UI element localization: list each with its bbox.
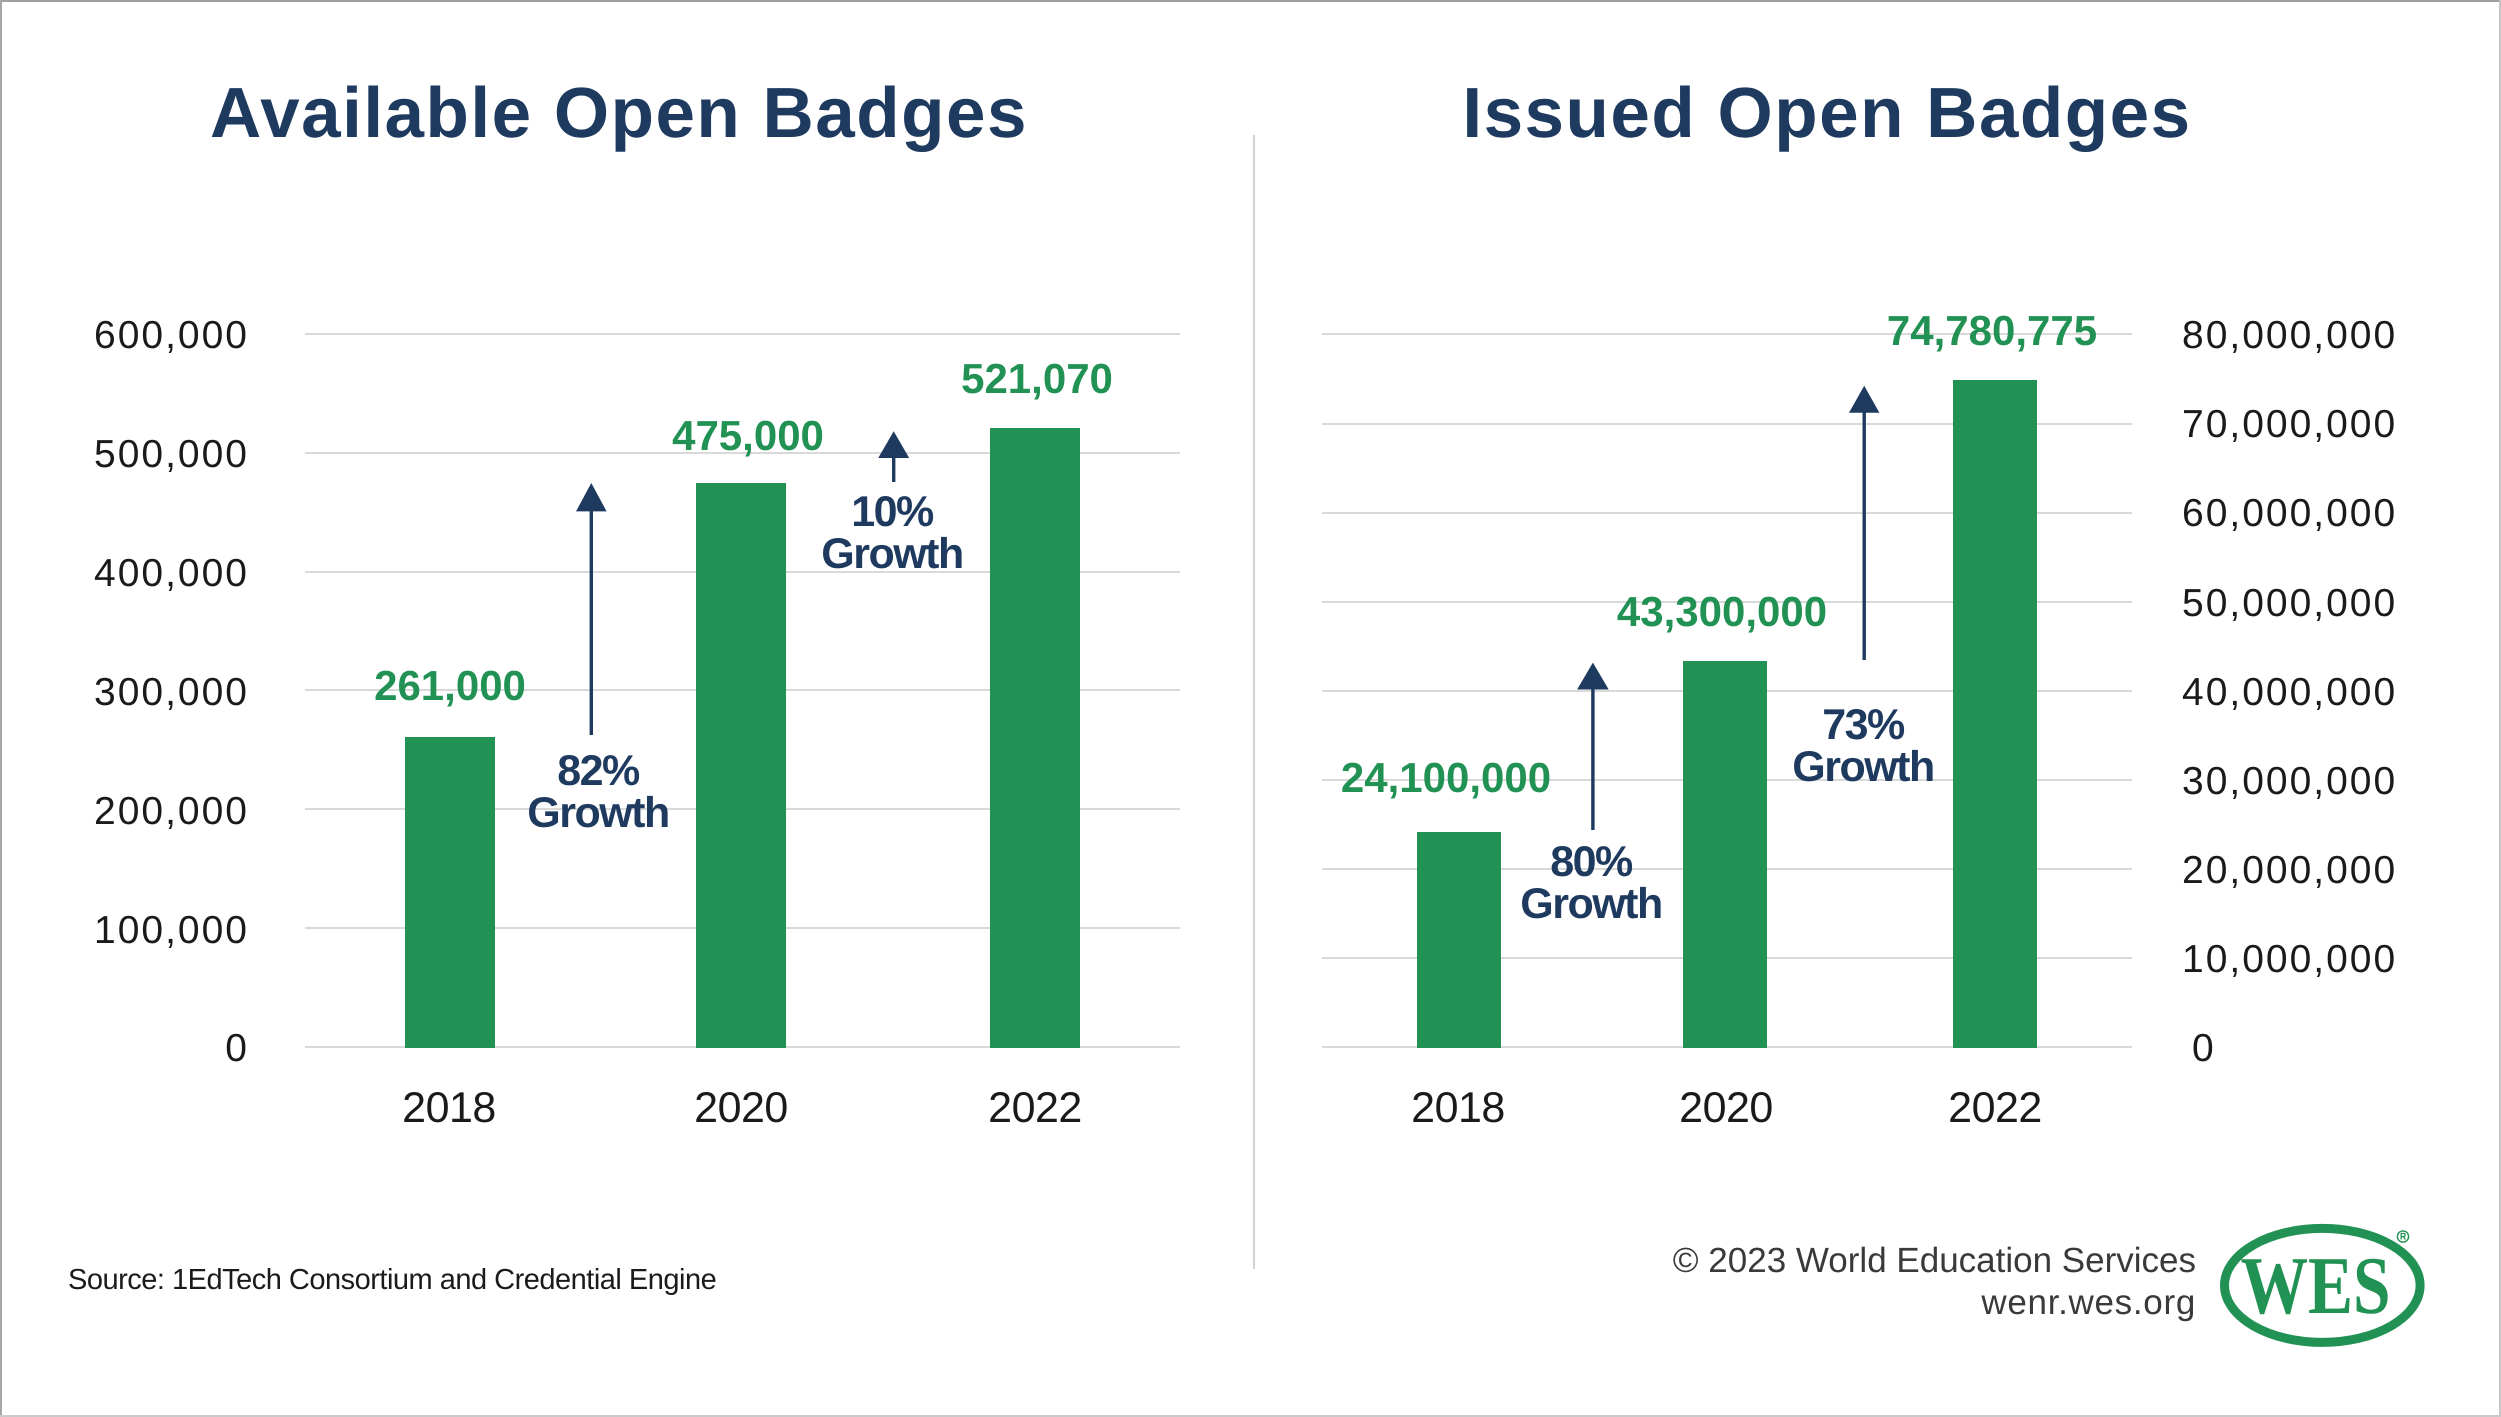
svg-text:WES: WES bbox=[2241, 1240, 2391, 1331]
